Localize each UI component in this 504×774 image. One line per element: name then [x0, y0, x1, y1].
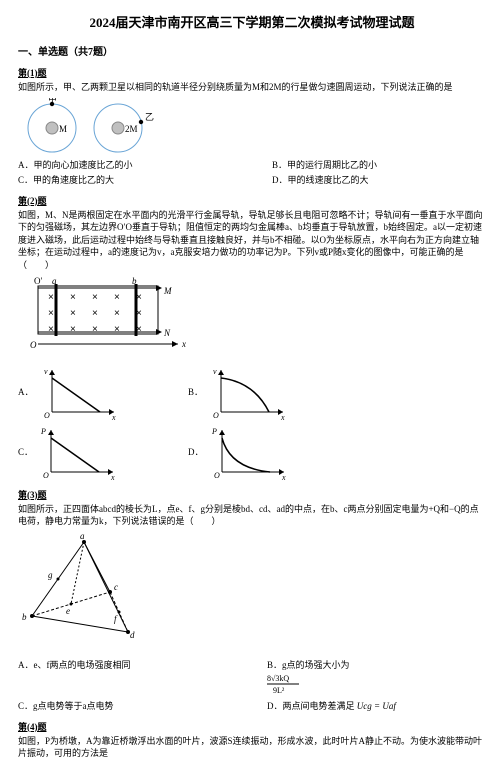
axis-x: x	[111, 413, 116, 420]
svg-text:×: ×	[92, 292, 98, 303]
q3-label: 第(3)题	[18, 488, 486, 501]
q3-f: f	[114, 614, 118, 624]
q2-opt-c: C． P O x	[18, 424, 188, 480]
q1-label-yi: 乙	[145, 112, 154, 122]
q3-text: 如图所示，正四面体abcd的棱长为L，点e、f、g分别是棱bd、cd、ad的中点…	[18, 503, 486, 528]
svg-text:×: ×	[70, 292, 76, 303]
axis-x: x	[281, 473, 286, 480]
q3-g: g	[48, 570, 53, 580]
q2-opt-d: D． P O x	[188, 424, 358, 480]
q3-options: A．e、f两点的电场强度相同 B．g点的场强大小为 8√3kQ 9L² C．g点…	[18, 658, 486, 712]
axis-o: O	[44, 411, 50, 420]
q1-label-2m: 2M	[125, 124, 138, 134]
q3-opt-d-suffix: Ucg = Uaf	[357, 701, 396, 711]
q3-opt-b: B．g点的场强大小为 8√3kQ 9L²	[267, 658, 486, 695]
q1-label-jia: 甲	[48, 98, 57, 104]
q2-n: N	[163, 328, 171, 338]
q3-opt-b-prefix: B．g点的场强大小为	[267, 660, 350, 670]
q4-text: 如图，P为桥墩，A为靠近桥墩浮出水面的叶片，波源S连续振动，形成水波，此时叶片A…	[18, 735, 486, 760]
q1-opt-a: A．甲的向心加速度比乙的小	[18, 158, 232, 171]
q2-o: O	[30, 340, 37, 350]
svg-text:×: ×	[92, 324, 98, 335]
q1-opt-c: C．甲的角速度比乙的大	[18, 173, 232, 186]
q3-a: a	[80, 532, 85, 541]
svg-text:×: ×	[48, 308, 54, 319]
q3-figure: a b c d g e f	[18, 532, 486, 652]
q1-label-m: M	[59, 124, 67, 134]
q2-opt-b: B． v O x	[188, 364, 358, 420]
axis-v: v	[44, 367, 48, 376]
svg-text:×: ×	[70, 324, 76, 335]
q1-figure: M 甲 2M 乙	[18, 98, 486, 154]
axis-o: O	[43, 471, 49, 480]
page-title: 2024届天津市南开区高三下学期第二次模拟考试物理试题	[18, 12, 486, 31]
svg-text:×: ×	[48, 292, 54, 303]
q3-c: c	[114, 582, 118, 592]
q2-label: 第(2)题	[18, 194, 486, 207]
q3-opt-d-prefix: D．两点间电势差满足	[267, 701, 355, 711]
q2-opt-a: A． v O x	[18, 364, 188, 420]
axis-v: v	[213, 367, 217, 376]
section-header: 一、单选题（共7题）	[18, 43, 486, 58]
q2-opt-a-label: A．	[18, 385, 34, 398]
q1-opt-b: B．甲的运行周期比乙的小	[272, 158, 486, 171]
q2-opt-c-label: C．	[18, 445, 33, 458]
q1-options: A．甲的向心加速度比乙的小 B．甲的运行周期比乙的小 C．甲的角速度比乙的大 D…	[18, 158, 486, 186]
q3-opt-a: A．e、f两点的电场强度相同	[18, 658, 237, 695]
axis-x: x	[110, 473, 115, 480]
q2-oprime: O′	[34, 276, 42, 286]
svg-text:×: ×	[92, 308, 98, 319]
q4-label: 第(4)题	[18, 720, 486, 733]
q2-opt-d-label: D．	[188, 445, 204, 458]
q2-figure: ××××× ××××× ××××× a O′ b M N O x	[18, 276, 486, 360]
axis-p: P	[211, 427, 217, 436]
svg-text:8√3kQ: 8√3kQ	[267, 674, 289, 683]
svg-text:9L²: 9L²	[273, 686, 285, 695]
q2-text: 如图，M、N是两根固定在水平面内的光滑平行金属导轨，导轨足够长且电阻可忽略不计；…	[18, 209, 486, 272]
q2-a: a	[52, 276, 57, 286]
axis-o: O	[214, 471, 220, 480]
q2-b: b	[132, 276, 137, 286]
axis-x: x	[280, 413, 285, 420]
q2-m: M	[163, 286, 172, 296]
q1-label: 第(1)题	[18, 66, 486, 79]
svg-text:×: ×	[70, 308, 76, 319]
q3-e: e	[66, 606, 70, 616]
q2-graph-options: A． v O x B． v O x C．	[18, 364, 486, 480]
svg-text:×: ×	[48, 324, 54, 335]
q3-d: d	[130, 630, 135, 640]
axis-o: O	[213, 411, 219, 420]
q3-opt-c: C．g点电势等于a点电势	[18, 699, 237, 712]
svg-text:×: ×	[114, 324, 120, 335]
svg-text:×: ×	[114, 292, 120, 303]
q3-opt-d: D．两点间电势差满足 Ucg = Uaf	[267, 699, 486, 712]
q3-b: b	[22, 612, 27, 622]
axis-p: P	[40, 427, 46, 436]
q1-text: 如图所示，甲、乙两颗卫星以相同的轨道半径分别绕质量为M和2M的行星做匀速圆周运动…	[18, 81, 486, 94]
q2-opt-b-label: B．	[188, 385, 203, 398]
svg-text:×: ×	[114, 308, 120, 319]
q2-x: x	[181, 339, 186, 349]
formula-icon: 8√3kQ 9L²	[267, 671, 309, 695]
q1-opt-d: D．甲的线速度比乙的大	[272, 173, 486, 186]
